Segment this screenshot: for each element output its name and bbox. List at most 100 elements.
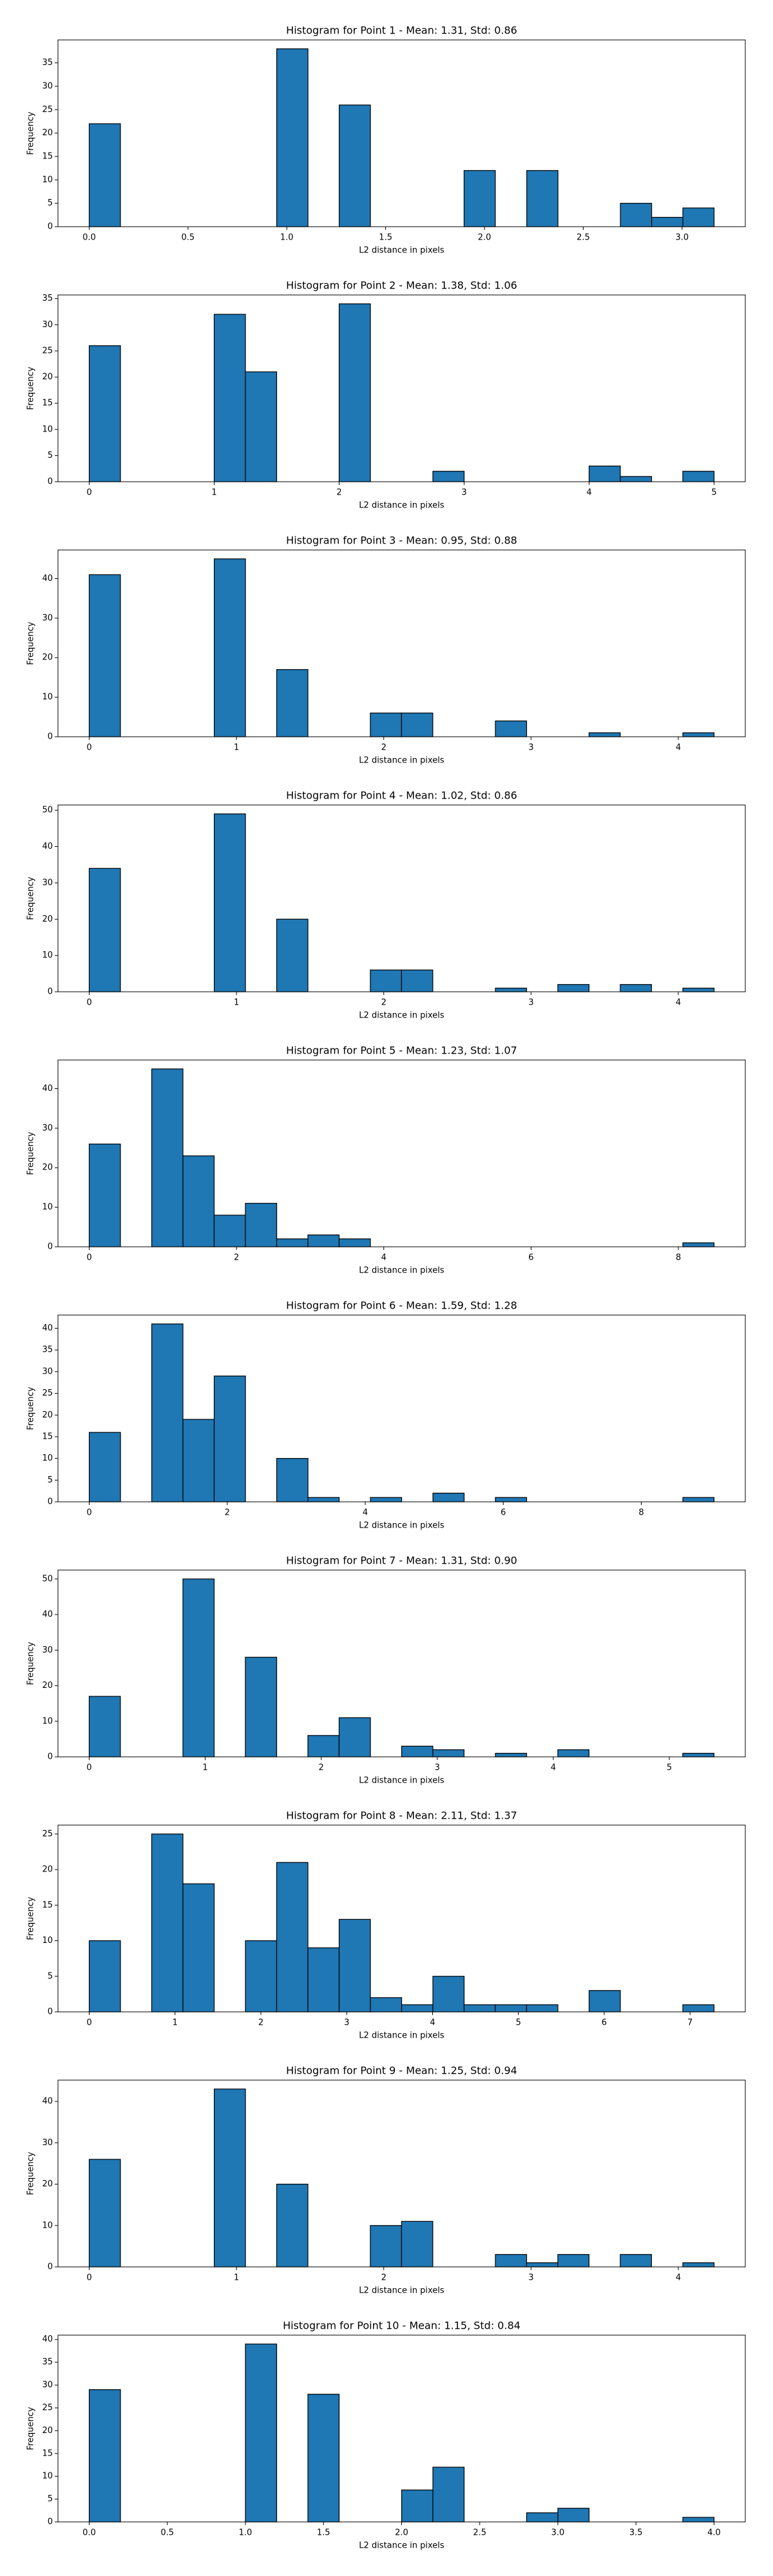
y-tick-label: 0 (48, 2262, 53, 2272)
bar (620, 2254, 652, 2268)
y-tick-label: 10 (42, 175, 53, 185)
histogram-panel: 0.0 0.5 1.0 1.5 2.0 2.5 3.0 0 5 10 15 20 25 30 35 Histo… (26, 24, 746, 256)
bar (401, 1745, 434, 1757)
axes-frame (57, 1824, 746, 2012)
y-axis-label: Frequency (26, 1642, 36, 1685)
x-tick-label: 6 (501, 1508, 506, 1518)
y-axis-label: Frequency (26, 366, 36, 410)
x-axis-label: L2 distance in pixels (359, 1266, 444, 1276)
histogram-panel: 0.0 0.5 1.0 1.5 2.0 2.5 3.0 3.5 4.0 0 5 10 15 20 25 30 3… (26, 2320, 746, 2551)
bar (307, 1234, 340, 1247)
x-tick-label: 4 (676, 2273, 681, 2283)
x-tick-label: 2.5 (577, 233, 590, 243)
bar (245, 2344, 278, 2523)
y-tick-label: 30 (42, 878, 53, 887)
x-tick-label: 0 (86, 488, 91, 498)
bar (682, 987, 715, 992)
bar (338, 1238, 371, 1247)
bar (213, 2088, 246, 2268)
y-tick-label: 20 (42, 372, 53, 382)
y-tick-label: 15 (42, 399, 53, 408)
x-axis-label: L2 distance in pixels (359, 1011, 444, 1021)
axes-frame (57, 1059, 746, 1247)
axes-frame (57, 1314, 746, 1502)
bar (682, 471, 715, 482)
bar (432, 2467, 465, 2523)
x-tick-label: 0.0 (82, 2528, 96, 2538)
x-tick-label: 1.5 (379, 233, 392, 243)
y-tick-label: 0 (48, 222, 53, 232)
x-tick-label: 3 (528, 743, 533, 753)
histogram-panel: 0 1 2 3 4 5 0 5 10 15 20 25 30 35 Histogram for Point … (26, 279, 746, 511)
y-tick-label: 20 (42, 653, 53, 663)
x-tick-label: 1 (173, 2018, 178, 2028)
bar (588, 732, 621, 737)
y-tick-label: 5 (48, 198, 53, 208)
bar (88, 1143, 121, 1247)
y-tick-label: 10 (42, 2472, 53, 2481)
bar (182, 1578, 215, 1757)
bar (370, 969, 402, 992)
x-tick-label: 3 (344, 2018, 349, 2028)
bar (276, 918, 309, 992)
y-axis-label: Frequency (26, 1387, 36, 1430)
y-tick-label: 40 (42, 842, 53, 851)
y-tick-label: 20 (42, 128, 53, 138)
y-tick-label: 30 (42, 81, 53, 91)
bar (495, 987, 528, 992)
y-tick-label: 20 (42, 1681, 53, 1690)
bar (307, 1497, 340, 1502)
bar (557, 2254, 590, 2268)
x-tick-label: 2.0 (395, 2528, 408, 2538)
y-tick-label: 10 (42, 424, 53, 434)
bar (432, 1492, 465, 1502)
y-tick-label: 0 (48, 732, 53, 742)
y-tick-label: 10 (42, 1202, 53, 1212)
x-tick-label: 3 (528, 2273, 533, 2283)
axes-frame (57, 39, 746, 227)
chart-title: Histogram for Point 4 - Mean: 1.02, Std:… (286, 790, 517, 802)
axes-frame (57, 1569, 746, 1757)
y-tick-label: 15 (42, 2448, 53, 2458)
y-tick-label: 25 (42, 1388, 53, 1398)
axes-frame (57, 2079, 746, 2268)
y-tick-label: 5 (48, 2494, 53, 2504)
x-tick-label: 0 (86, 2018, 91, 2028)
x-tick-label: 0 (86, 743, 91, 753)
bar (557, 1749, 589, 1757)
bar (557, 2508, 590, 2523)
y-tick-label: 5 (48, 1475, 53, 1485)
chart-title: Histogram for Point 7 - Mean: 1.31, Std:… (286, 1555, 517, 1567)
bar (88, 1940, 121, 2012)
y-tick-label: 0 (48, 987, 53, 997)
y-tick-label: 20 (42, 2426, 53, 2436)
bar (338, 303, 371, 482)
y-tick-label: 40 (42, 2097, 53, 2107)
y-tick-label: 25 (42, 346, 53, 355)
y-tick-label: 15 (42, 151, 53, 161)
y-tick-label: 5 (48, 451, 53, 460)
bar (682, 732, 715, 737)
bar (276, 2183, 309, 2268)
bar (88, 1696, 121, 1757)
bar (307, 2394, 340, 2523)
chart-title: Histogram for Point 1 - Mean: 1.31, Std:… (286, 24, 517, 37)
bar (338, 104, 371, 227)
y-axis-label: Frequency (26, 2152, 36, 2195)
bar (401, 969, 434, 992)
y-tick-label: 10 (42, 1454, 53, 1463)
y-tick-label: 40 (42, 1084, 53, 1094)
x-tick-label: 2 (381, 743, 386, 753)
x-axis-label: L2 distance in pixels (359, 1776, 444, 1786)
y-tick-label: 50 (42, 1574, 53, 1584)
bar (495, 2004, 528, 2012)
bar (151, 1833, 184, 2012)
y-tick-label: 10 (42, 1936, 53, 1946)
x-tick-label: 0 (86, 1508, 91, 1518)
x-tick-label: 2 (319, 1763, 324, 1773)
chart-title: Histogram for Point 3 - Mean: 0.95, Std:… (286, 535, 517, 547)
bar (245, 1202, 278, 1247)
bar (495, 2254, 528, 2268)
